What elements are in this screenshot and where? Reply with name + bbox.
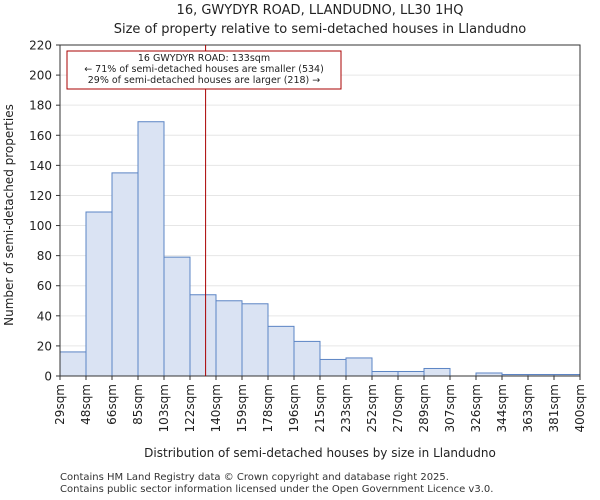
histogram-bar: [85, 211, 113, 377]
x-tick-label: 289sqm: [417, 384, 431, 432]
histogram-bar: [241, 303, 269, 377]
x-tick-label: 103sqm: [157, 384, 171, 432]
x-tick-label: 252sqm: [365, 384, 379, 432]
histogram-bar: [189, 294, 217, 377]
y-tick-label: 0: [44, 370, 52, 384]
x-tick-label: 122sqm: [183, 384, 197, 432]
x-tick-label: 307sqm: [443, 384, 457, 432]
y-tick-label: 100: [29, 219, 52, 233]
histogram-bar: [137, 121, 165, 377]
annotation-line-1: 16 GWYDYR ROAD: 133sqm: [138, 53, 270, 64]
x-tick-label: 140sqm: [209, 384, 223, 432]
x-tick-label: 178sqm: [261, 384, 275, 432]
x-tick-label: 270sqm: [391, 384, 405, 432]
y-tick-label: 200: [29, 69, 52, 83]
x-tick-label: 85sqm: [131, 384, 145, 425]
histogram-bar: [423, 367, 451, 377]
x-tick-label: 48sqm: [79, 384, 93, 425]
histogram-bar: [293, 340, 321, 377]
y-tick-label: 160: [29, 129, 52, 143]
x-tick-label: 344sqm: [495, 384, 509, 432]
x-tick-label: 400sqm: [573, 384, 587, 432]
annotation-line-2: ← 71% of semi-detached houses are smalle…: [84, 64, 324, 75]
histogram-bar: [163, 256, 191, 377]
x-axis-label: Distribution of semi-detached houses by …: [144, 446, 496, 460]
x-tick-label: 159sqm: [235, 384, 249, 432]
x-tick-label: 196sqm: [287, 384, 301, 432]
histogram-bar: [111, 172, 139, 377]
y-tick-label: 180: [29, 99, 52, 113]
y-tick-label: 140: [29, 159, 52, 173]
y-tick-label: 20: [37, 339, 52, 353]
annotation-box: 16 GWYDYR ROAD: 133sqm ← 71% of semi-det…: [66, 50, 342, 90]
histogram-bar: [59, 351, 87, 377]
footer-licence: Contains public sector information licen…: [60, 484, 494, 495]
x-tick-label: 66sqm: [105, 384, 119, 425]
histogram-bar: [371, 370, 399, 377]
histogram-bar: [319, 358, 347, 377]
y-tick-label: 40: [37, 309, 52, 323]
x-tick-label: 326sqm: [469, 384, 483, 432]
x-tick-label: 381sqm: [547, 384, 561, 432]
plot-frame: [59, 44, 581, 377]
y-tick-label: 80: [37, 249, 52, 263]
histogram-bar: [345, 357, 373, 377]
y-tick-label: 120: [29, 189, 52, 203]
chart-subtitle: Size of property relative to semi-detach…: [114, 22, 527, 37]
annotation-line-3: 29% of semi-detached houses are larger (…: [88, 75, 321, 86]
histogram-bar: [397, 370, 425, 377]
histogram-bar: [267, 325, 295, 377]
y-tick-label: 220: [29, 39, 52, 53]
x-tick-label: 233sqm: [339, 384, 353, 432]
histogram-bar: [215, 300, 243, 377]
y-tick-label: 60: [37, 279, 52, 293]
footer-copyright: Contains HM Land Registry data © Crown c…: [60, 472, 449, 483]
chart-title: 16, GWYDYR ROAD, LLANDUDNO, LL30 1HQ: [177, 3, 464, 18]
x-tick-label: 215sqm: [313, 384, 327, 432]
x-tick-label: 29sqm: [53, 384, 67, 425]
y-axis-label: Number of semi-detached properties: [2, 104, 16, 326]
x-tick-label: 363sqm: [521, 384, 535, 432]
